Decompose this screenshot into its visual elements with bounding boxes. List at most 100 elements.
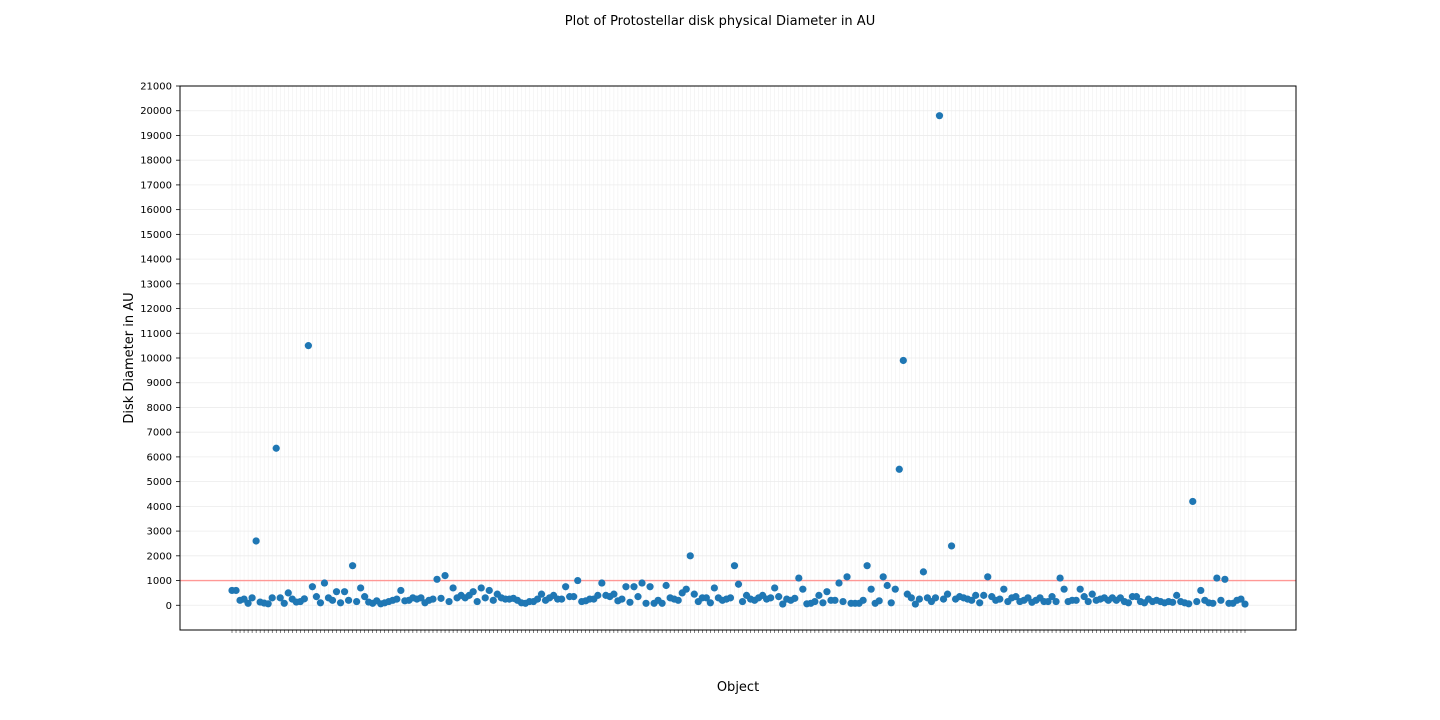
data-point: [537, 590, 546, 598]
data-point: [1056, 574, 1064, 582]
data-point: [682, 585, 690, 593]
data-point: [441, 572, 449, 580]
data-point: [485, 586, 493, 595]
data-point: [328, 596, 337, 604]
data-point: [304, 342, 312, 350]
data-point: [336, 599, 345, 607]
data-point: [835, 579, 843, 587]
data-point: [320, 579, 329, 587]
data-point: [1217, 596, 1225, 604]
data-point: [477, 584, 485, 592]
data-point: [316, 599, 325, 607]
data-point: [879, 573, 887, 581]
data-point: [891, 585, 899, 593]
y-tick-label: 15000: [140, 230, 172, 241]
data-point: [899, 356, 907, 365]
plot-frame: [179, 85, 1297, 631]
y-tick-label: 0: [166, 601, 172, 612]
data-point: [775, 593, 783, 601]
data-point: [939, 595, 948, 603]
data-point: [1084, 597, 1092, 606]
data-point: [344, 596, 353, 604]
y-tick-label: 21000: [140, 82, 172, 93]
data-point: [1213, 574, 1221, 582]
data-point: [630, 583, 638, 591]
y-tick-label: 3000: [147, 527, 172, 538]
data-point: [823, 588, 831, 596]
data-point: [911, 600, 919, 608]
data-point: [1076, 585, 1084, 593]
data-point: [919, 568, 928, 576]
data-point: [895, 465, 903, 473]
data-point: [300, 595, 308, 603]
data-point: [562, 583, 570, 591]
data-point: [1169, 598, 1177, 606]
data-point: [1072, 596, 1080, 604]
data-point: [598, 579, 606, 587]
data-point: [791, 594, 799, 602]
data-point: [349, 562, 357, 570]
data-point: [308, 583, 316, 591]
data-point: [264, 600, 272, 608]
data-point: [397, 586, 405, 595]
data-point: [244, 599, 252, 607]
data-point: [1048, 593, 1056, 601]
data-point: [1052, 597, 1060, 606]
data-point: [361, 593, 369, 601]
data-point: [574, 576, 582, 585]
data-point: [1185, 600, 1193, 608]
y-tick-label: 19000: [140, 131, 172, 142]
data-point: [1209, 599, 1217, 607]
data-points: [228, 112, 1249, 608]
data-point: [284, 589, 292, 597]
data-point: [332, 588, 341, 596]
y-tick-label: 17000: [140, 180, 172, 191]
data-point: [734, 580, 743, 588]
data-point: [1000, 585, 1008, 593]
y-tick-label: 9000: [147, 378, 172, 389]
data-point: [887, 599, 895, 607]
y-tick-label: 11000: [140, 329, 172, 340]
data-point: [658, 599, 666, 607]
data-point: [1124, 599, 1133, 607]
data-point: [646, 583, 654, 591]
data-point: [232, 586, 240, 595]
y-tick-label: 10000: [140, 354, 172, 365]
data-point: [252, 537, 260, 545]
data-point: [931, 594, 940, 602]
data-point: [915, 595, 923, 603]
data-point: [533, 595, 542, 603]
data-point: [686, 552, 694, 560]
data-point: [831, 596, 839, 604]
data-point: [1173, 591, 1181, 599]
data-point: [469, 588, 477, 596]
data-point: [863, 562, 871, 570]
data-point: [767, 594, 775, 602]
data-point: [859, 596, 867, 604]
data-point: [947, 542, 956, 550]
y-tick-label: 18000: [140, 156, 172, 167]
data-point: [642, 599, 650, 607]
data-point: [710, 584, 718, 592]
data-point: [1132, 593, 1141, 601]
data-point: [730, 562, 739, 570]
chart-title: Plot of Protostellar disk physical Diame…: [565, 14, 875, 29]
data-point: [340, 588, 349, 596]
data-point: [674, 596, 682, 604]
y-tick-label: 6000: [147, 452, 172, 463]
data-point: [875, 597, 883, 605]
data-point: [489, 596, 497, 604]
y-ticks: 0 1000 2000 3000 4000 5000 6000 7000 8000 9000 100…: [140, 82, 180, 612]
data-point: [429, 595, 437, 603]
data-point: [771, 584, 779, 592]
y-tick-label: 13000: [140, 279, 172, 290]
y-tick-label: 1000: [147, 576, 172, 587]
data-point: [811, 597, 819, 606]
data-point: [1197, 586, 1205, 595]
data-point: [980, 591, 988, 599]
data-point: [867, 585, 875, 593]
data-point: [935, 112, 944, 120]
grid: [180, 85, 1296, 630]
data-point: [1241, 600, 1249, 608]
